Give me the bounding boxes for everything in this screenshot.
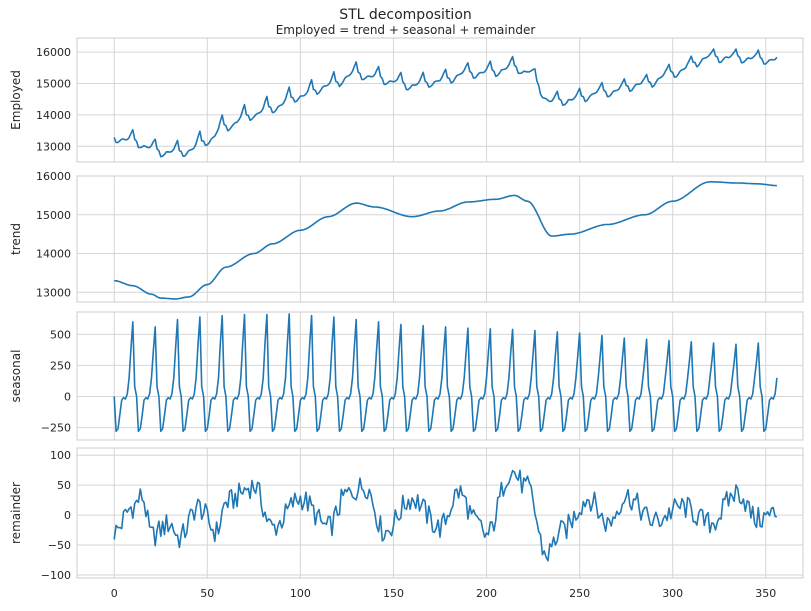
x-tick-label: 150 [383,587,404,600]
y-tick-label: 15000 [36,209,71,222]
x-tick-label: 100 [290,587,311,600]
x-tick-label: 0 [111,587,118,600]
x-tick-label: 200 [476,587,497,600]
y-tick-label: 50 [57,479,71,492]
y-tick-label: 250 [50,359,71,372]
panel-seasonal: −250 0 250 500 seasonal [9,311,804,441]
y-tick-label: 15000 [36,78,71,91]
y-axis-label: trend [9,223,23,255]
y-tick-label: 16000 [36,46,71,59]
x-tick-label: 300 [662,587,683,600]
panel-remainder: −100 −50 0 50 100 remainder [9,447,804,582]
y-tick-label: 0 [64,391,71,404]
y-tick-label: −50 [48,539,71,552]
series-line-remainder [113,469,778,562]
panel-frame [76,37,804,163]
y-tick-label: 13000 [36,140,71,153]
series-line-trend [114,181,777,300]
y-tick-label: 14000 [36,248,71,261]
x-tick-label: 50 [200,587,214,600]
panel-observed: 13000 14000 15000 16000 Employed [9,37,804,163]
chart-subtitle: Employed = trend + seasonal + remainder [275,23,536,37]
series-line-observed [113,48,778,158]
series-line-seasonal [113,313,778,433]
y-tick-label: 13000 [36,286,71,299]
y-axis-label: Employed [9,70,23,130]
y-tick-label: 100 [50,449,71,462]
y-tick-label: −250 [41,422,71,435]
panel-frame [76,311,804,441]
y-tick-label: 14000 [36,109,71,122]
panel-trend: 13000 14000 15000 16000 trend [9,170,804,303]
y-axis-label: remainder [9,482,23,544]
panel-frame [76,175,804,303]
y-tick-label: 0 [64,509,71,522]
y-tick-label: −100 [41,569,71,582]
y-axis-label: seasonal [9,350,23,403]
y-tick-label: 16000 [36,170,71,183]
y-tick-label: 500 [50,328,71,341]
panel-frame [76,447,804,579]
x-tick-label: 250 [569,587,590,600]
x-tick-label: 350 [755,587,776,600]
chart-title: STL decomposition [339,7,472,23]
